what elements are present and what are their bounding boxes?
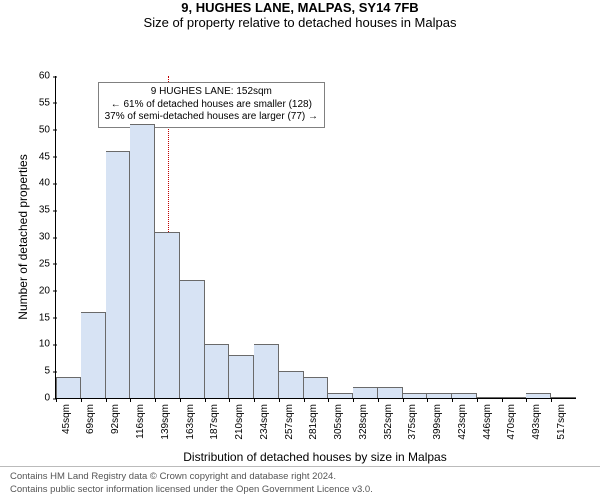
- x-tick-mark: [378, 398, 379, 402]
- x-tick-mark: [427, 398, 428, 402]
- annotation-line: ← 61% of detached houses are smaller (12…: [105, 99, 318, 112]
- histogram-bar: [378, 387, 403, 398]
- x-tick-mark: [106, 398, 107, 402]
- histogram-bar: [477, 397, 502, 398]
- annotation-box: 9 HUGHES LANE: 152sqm ← 61% of detached …: [98, 82, 325, 128]
- x-tick-mark: [56, 398, 57, 402]
- x-tick: 493sqm: [529, 404, 542, 440]
- y-tick: 35: [39, 205, 56, 216]
- histogram-bar: [279, 371, 304, 398]
- y-tick: 60: [39, 71, 56, 82]
- histogram-bar: [353, 387, 378, 398]
- histogram-bar: [427, 393, 452, 398]
- x-tick: 234sqm: [257, 404, 270, 440]
- histogram-bar: [502, 397, 527, 398]
- x-tick-mark: [279, 398, 280, 402]
- x-tick: 375sqm: [405, 404, 418, 440]
- y-tick: 50: [39, 124, 56, 135]
- x-tick-mark: [180, 398, 181, 402]
- x-tick: 45sqm: [59, 404, 72, 434]
- histogram-bar: [526, 393, 551, 398]
- y-tick: 55: [39, 97, 56, 108]
- histogram-bar: [551, 397, 576, 398]
- histogram-bar: [229, 355, 254, 398]
- histogram-bar: [205, 344, 230, 398]
- x-tick-mark: [477, 398, 478, 402]
- y-tick: 10: [39, 339, 56, 350]
- histogram-bar: [180, 280, 205, 398]
- x-tick-mark: [229, 398, 230, 402]
- histogram-bar: [56, 377, 81, 398]
- y-tick: 5: [44, 366, 56, 377]
- x-tick: 446sqm: [480, 404, 493, 440]
- chart-container: 9 HUGHES LANE: 152sqm ← 61% of detached …: [0, 34, 600, 444]
- x-tick-mark: [526, 398, 527, 402]
- annotation-line: 9 HUGHES LANE: 152sqm: [105, 86, 318, 99]
- y-tick: 20: [39, 285, 56, 296]
- x-tick: 116sqm: [133, 404, 146, 439]
- x-tick: 257sqm: [282, 404, 295, 440]
- y-axis-label: Number of detached properties: [16, 154, 30, 319]
- histogram-bar: [452, 393, 477, 398]
- y-tick: 30: [39, 232, 56, 243]
- page-title: 9, HUGHES LANE, MALPAS, SY14 7FB: [0, 0, 600, 15]
- annotation-line: 37% of semi-detached houses are larger (…: [105, 111, 318, 124]
- x-tick: 210sqm: [232, 404, 245, 440]
- y-tick: 45: [39, 151, 56, 162]
- y-tick: 15: [39, 312, 56, 323]
- x-tick: 139sqm: [158, 404, 171, 440]
- histogram-bar: [304, 377, 329, 398]
- x-tick-mark: [155, 398, 156, 402]
- x-tick: 328sqm: [356, 404, 369, 440]
- x-tick-mark: [551, 398, 552, 402]
- x-tick: 517sqm: [554, 404, 567, 440]
- histogram-bar: [155, 232, 180, 398]
- y-tick: 25: [39, 258, 56, 269]
- x-tick: 305sqm: [331, 404, 344, 440]
- x-tick: 352sqm: [381, 404, 394, 440]
- histogram-bar: [81, 312, 106, 398]
- x-axis-label: Distribution of detached houses by size …: [55, 450, 575, 464]
- histogram-bar: [328, 393, 353, 398]
- histogram-bar: [403, 393, 428, 398]
- x-tick: 163sqm: [183, 404, 196, 440]
- x-tick: 470sqm: [504, 404, 517, 440]
- x-tick-mark: [254, 398, 255, 402]
- histogram-bar: [130, 124, 155, 398]
- page-subtitle: Size of property relative to detached ho…: [0, 15, 600, 30]
- x-tick-mark: [502, 398, 503, 402]
- x-tick-mark: [81, 398, 82, 402]
- x-tick-mark: [205, 398, 206, 402]
- y-tick: 0: [44, 393, 56, 404]
- x-tick-mark: [328, 398, 329, 402]
- footer-line: Contains HM Land Registry data © Crown c…: [10, 471, 590, 483]
- footer-line: Contains public sector information licen…: [10, 484, 590, 496]
- x-tick-mark: [304, 398, 305, 402]
- x-tick: 69sqm: [83, 404, 96, 434]
- x-tick-mark: [452, 398, 453, 402]
- x-tick: 423sqm: [455, 404, 468, 440]
- histogram-bar: [106, 151, 131, 398]
- x-tick: 399sqm: [430, 404, 443, 440]
- x-tick: 92sqm: [108, 404, 121, 434]
- plot-area: 9 HUGHES LANE: 152sqm ← 61% of detached …: [55, 76, 576, 399]
- x-tick: 187sqm: [207, 404, 220, 440]
- y-tick: 40: [39, 178, 56, 189]
- footer: Contains HM Land Registry data © Crown c…: [0, 466, 600, 496]
- x-tick-mark: [130, 398, 131, 402]
- x-tick-mark: [403, 398, 404, 402]
- histogram-bar: [254, 344, 279, 398]
- x-tick: 281sqm: [306, 404, 319, 440]
- x-tick-mark: [353, 398, 354, 402]
